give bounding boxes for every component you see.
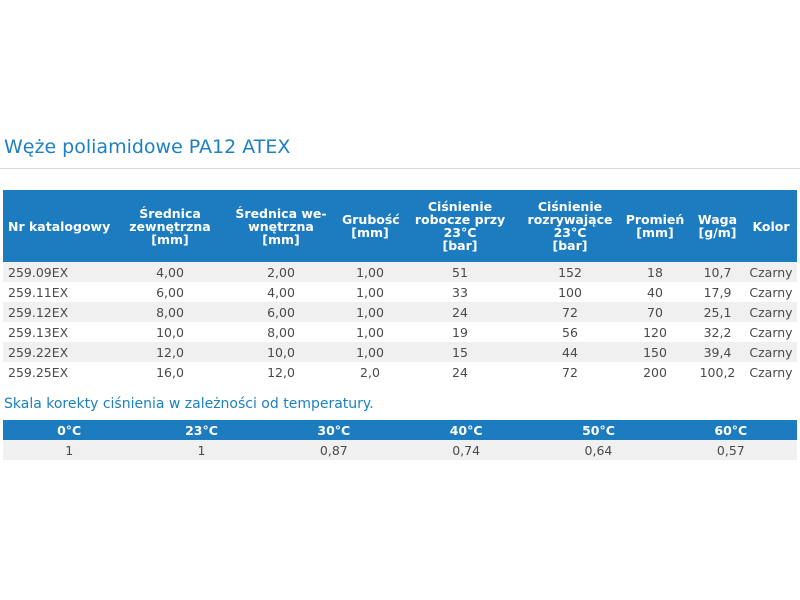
table-cell: 1,00	[340, 342, 400, 362]
table-cell: 259.25EX	[8, 364, 69, 380]
table-cell: 100	[558, 284, 582, 300]
table-cell: Czarny	[749, 324, 793, 340]
table-row: 1 1 0,87 0,74 0,64 0,57	[3, 440, 797, 460]
scale-table: 0°C 23°C 30°C 40°C 50°C 60°C 1 1 0,87 0,74 0,64 0,5…	[3, 420, 797, 460]
table-cell: 259.12EX	[3, 302, 118, 322]
table-cell: 1,00	[356, 324, 384, 340]
table-cell: 152	[520, 262, 620, 282]
table-cell: 10,7	[690, 262, 745, 282]
table-cell: 4,00	[267, 284, 295, 300]
table-cell: 12,0	[118, 342, 222, 362]
header-row: Nr katalogowy Średnica zewnętrzna [mm] Śre…	[3, 190, 797, 262]
table-cell: 19	[452, 324, 468, 340]
table-row: 259.12EX 8,00 6,00 1,00 24 72 70 25,1 Czarny	[3, 302, 797, 322]
table-cell: 259.13EX	[8, 324, 69, 340]
table-cell: 8,00	[118, 302, 222, 322]
table-cell: 72	[520, 302, 620, 322]
table-cell: 39,4	[690, 342, 745, 362]
table-row: 259.11EX 6,00 4,00 1,00 33 100 40 17,9 Czarny	[3, 282, 797, 302]
table-cell: Czarny	[745, 342, 797, 362]
table-cell: 1	[135, 440, 268, 460]
table-cell: 1,00	[340, 262, 400, 282]
header-row: 0°C 23°C 30°C 40°C 50°C 60°C	[3, 420, 797, 440]
table-cell: 32,2	[703, 324, 732, 340]
table-cell: 51	[400, 262, 520, 282]
column-header: Średnica we- wnętrzna [mm]	[222, 190, 340, 262]
table-cell: 150	[620, 342, 690, 362]
table-cell: 120	[643, 324, 667, 340]
table-row: 259.09EX 4,00 2,00 1,00 51 152 18 10,7 Czarny	[3, 262, 797, 282]
table-cell: 0,74	[399, 440, 533, 460]
table-cell: 8,00	[267, 324, 295, 340]
table-cell: Czarny	[745, 262, 797, 282]
table-row: 259.25EX 16,0 12,0 2,0 24 72 200 100,2 Czarny	[3, 362, 797, 382]
table-row: 259.22EX 12,0 10,0 1,00 15 44 150 39,4 Czarny	[3, 342, 797, 362]
table-cell: 24	[400, 302, 520, 322]
table-cell: 70	[620, 302, 690, 322]
table-cell: Czarny	[749, 364, 793, 380]
table-cell: 40	[647, 284, 663, 300]
table-cell: 72	[562, 364, 578, 380]
table-cell: 6,00	[156, 284, 184, 300]
table-cell: 2,00	[222, 262, 340, 282]
table-cell: 10,0	[222, 342, 340, 362]
table-cell: 25,1	[690, 302, 745, 322]
title: Węże poliamidowe PA12 ATEX	[4, 136, 291, 158]
table-cell: 18	[620, 262, 690, 282]
table-cell: 17,9	[703, 284, 732, 300]
column-header: Promień [mm]	[620, 190, 690, 262]
column-header: Grubość [mm]	[340, 190, 400, 262]
table-cell: 259.09EX	[3, 262, 118, 282]
table-cell: 0,57	[664, 440, 797, 460]
subtitle: Skala korekty ciśnienia w zależności od …	[4, 396, 374, 412]
table-cell: Czarny	[749, 284, 793, 300]
column-header: 40°C	[399, 420, 533, 440]
table-cell: 24	[452, 364, 468, 380]
table-cell: 1,00	[340, 302, 400, 322]
table-cell: 0,87	[267, 440, 400, 460]
column-header: 23°C	[135, 420, 268, 440]
column-header: Kolor	[745, 190, 797, 262]
table-cell: 15	[400, 342, 520, 362]
table-cell: Czarny	[745, 302, 797, 322]
table-cell: 4,00	[118, 262, 222, 282]
table-cell: 1,00	[356, 284, 384, 300]
column-header: 0°C	[3, 420, 136, 440]
table-cell: 12,0	[267, 364, 295, 380]
table-cell: 100,2	[699, 364, 736, 380]
table-cell: 6,00	[222, 302, 340, 322]
column-header: 60°C	[664, 420, 797, 440]
column-header: 50°C	[532, 420, 665, 440]
table-cell: 44	[520, 342, 620, 362]
table-cell: 259.11EX	[8, 284, 69, 300]
table-cell: 10,0	[156, 324, 184, 340]
table-cell: 56	[562, 324, 578, 340]
divider	[0, 168, 800, 169]
table-cell: 0,64	[532, 440, 665, 460]
table-cell: 16,0	[156, 364, 184, 380]
column-header: Nr katalogowy	[3, 190, 118, 262]
table-cell: 1	[3, 440, 136, 460]
column-header: Średnica zewnętrzna [mm]	[118, 190, 222, 262]
column-header: Waga [g/m]	[690, 190, 745, 262]
hose-table: Nr katalogowy Średnica zewnętrzna [mm] Śre…	[3, 190, 797, 382]
table-cell: 200	[643, 364, 667, 380]
column-header: Ciśnienie rozrywające 23°C [bar]	[520, 190, 620, 262]
table-cell: 259.22EX	[3, 342, 118, 362]
column-header: Ciśnienie robocze przy 23°C [bar]	[400, 190, 520, 262]
table-cell: 2,0	[360, 364, 380, 380]
table-row: 259.13EX 10,0 8,00 1,00 19 56 120 32,2 Czarny	[3, 322, 797, 342]
column-header: 30°C	[267, 420, 400, 440]
table-cell: 33	[452, 284, 468, 300]
